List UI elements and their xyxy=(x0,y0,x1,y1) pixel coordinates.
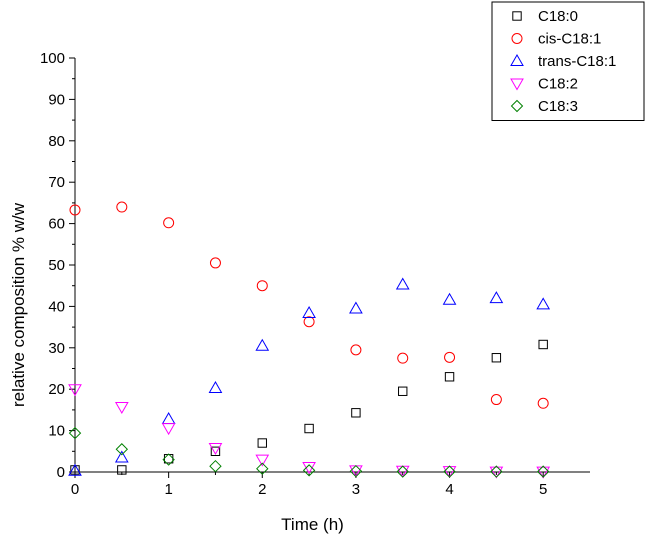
data-point xyxy=(256,280,268,292)
data-point xyxy=(68,426,82,440)
series-c18-0 xyxy=(70,339,548,475)
data-point xyxy=(117,465,127,475)
legend-label: cis-C18:1 xyxy=(538,31,601,48)
y-tick-label: 20 xyxy=(48,381,65,398)
data-point xyxy=(257,438,267,448)
y-tick-label: 10 xyxy=(48,423,65,440)
y-tick-label: 30 xyxy=(48,340,65,357)
data-point xyxy=(115,443,129,456)
data-point xyxy=(350,344,362,356)
series-c18-3 xyxy=(68,426,550,478)
data-point xyxy=(490,394,502,406)
data-point xyxy=(538,339,548,350)
data-point xyxy=(302,306,316,319)
y-tick-label: 40 xyxy=(48,298,65,315)
data-point xyxy=(161,423,176,436)
data-point xyxy=(536,465,550,478)
data-point xyxy=(304,423,314,434)
data-point xyxy=(256,462,269,475)
data-point xyxy=(536,297,551,310)
data-point xyxy=(69,204,81,216)
series-trans-c18-1 xyxy=(68,277,551,476)
data-point xyxy=(68,384,82,397)
x-tick-label: 1 xyxy=(164,481,172,498)
legend-marker xyxy=(511,33,523,44)
data-point xyxy=(255,338,270,351)
data-point xyxy=(349,301,363,314)
data-point xyxy=(161,412,176,425)
x-tick-label: 5 xyxy=(539,481,547,498)
data-point xyxy=(208,380,223,393)
y-tick-label: 90 xyxy=(48,91,65,108)
data-point xyxy=(351,408,361,418)
series-c18-2 xyxy=(68,384,551,479)
series-cis-c18-1 xyxy=(69,201,549,409)
data-point xyxy=(491,353,502,363)
y-tick-label: 0 xyxy=(57,464,65,481)
data-point xyxy=(208,442,223,455)
data-point xyxy=(68,463,82,476)
data-point xyxy=(489,466,504,479)
data-point xyxy=(489,291,504,304)
data-points xyxy=(68,201,551,479)
data-point xyxy=(302,464,316,477)
y-tick-label: 70 xyxy=(48,174,65,191)
y-tick-label: 50 xyxy=(48,257,65,274)
y-axis-title: relative composition % w/w xyxy=(9,202,28,407)
data-point xyxy=(114,402,129,415)
legend: C18:0 cis-C18:1 trans-C18:1 C18:2 C18:3 xyxy=(491,1,645,121)
data-point xyxy=(210,446,221,457)
data-point xyxy=(116,201,128,213)
data-point xyxy=(537,397,549,409)
data-point xyxy=(163,217,175,229)
data-point xyxy=(162,453,175,466)
legend-label: C18:2 xyxy=(538,76,578,93)
data-point xyxy=(442,292,457,305)
data-point xyxy=(209,257,221,269)
x-tick-label: 4 xyxy=(445,481,453,498)
data-point xyxy=(397,352,409,364)
data-point xyxy=(303,316,315,328)
data-point xyxy=(114,450,129,463)
data-point xyxy=(349,464,363,478)
legend-marker xyxy=(510,99,524,113)
data-point xyxy=(395,277,410,290)
data-point xyxy=(536,466,551,479)
legend-marker xyxy=(512,11,522,21)
data-point xyxy=(255,454,270,467)
legend-marker xyxy=(510,53,524,66)
legend-label: trans-C18:1 xyxy=(538,53,616,70)
data-point xyxy=(209,459,222,473)
x-tick-label: 2 xyxy=(258,481,266,498)
data-point xyxy=(444,372,455,382)
data-point xyxy=(396,465,409,478)
data-point xyxy=(398,386,408,396)
y-tick-label: 100 xyxy=(40,50,65,67)
data-point xyxy=(443,465,456,478)
legend-marker xyxy=(510,78,524,91)
legend-label: C18:0 xyxy=(538,8,578,25)
x-tick-label: 0 xyxy=(71,481,79,498)
x-tick-label: 3 xyxy=(352,481,360,498)
y-tick-label: 80 xyxy=(48,133,65,150)
data-point xyxy=(490,465,503,478)
data-point xyxy=(444,351,456,363)
legend-label: C18:3 xyxy=(538,98,578,115)
x-axis-title: Time (h) xyxy=(281,515,344,534)
y-tick-label: 60 xyxy=(48,216,65,233)
